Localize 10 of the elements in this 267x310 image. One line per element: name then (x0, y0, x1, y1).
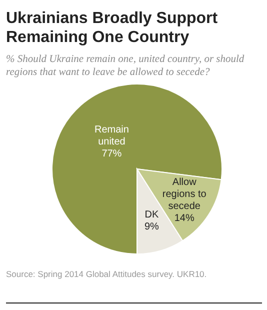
chart-subtitle: % Should Ukraine remain one, united country, or should regions that want to leave be allowed to secede? (6, 54, 245, 78)
slice-label: DK (144, 210, 159, 221)
slice-label: Allow regions to secede (162, 177, 207, 212)
data-label: 9% (144, 222, 160, 233)
data-label: 14% (174, 213, 194, 224)
source-note: Source: Spring 2014 Global Attitudes survey. UKR10. (6, 269, 207, 279)
chart-title: Ukrainians Broadly Support Remaining One Country (6, 10, 218, 46)
slice-label: Remain united (94, 124, 129, 148)
pie-slice (52, 84, 222, 254)
data-label: 77% (102, 148, 122, 160)
